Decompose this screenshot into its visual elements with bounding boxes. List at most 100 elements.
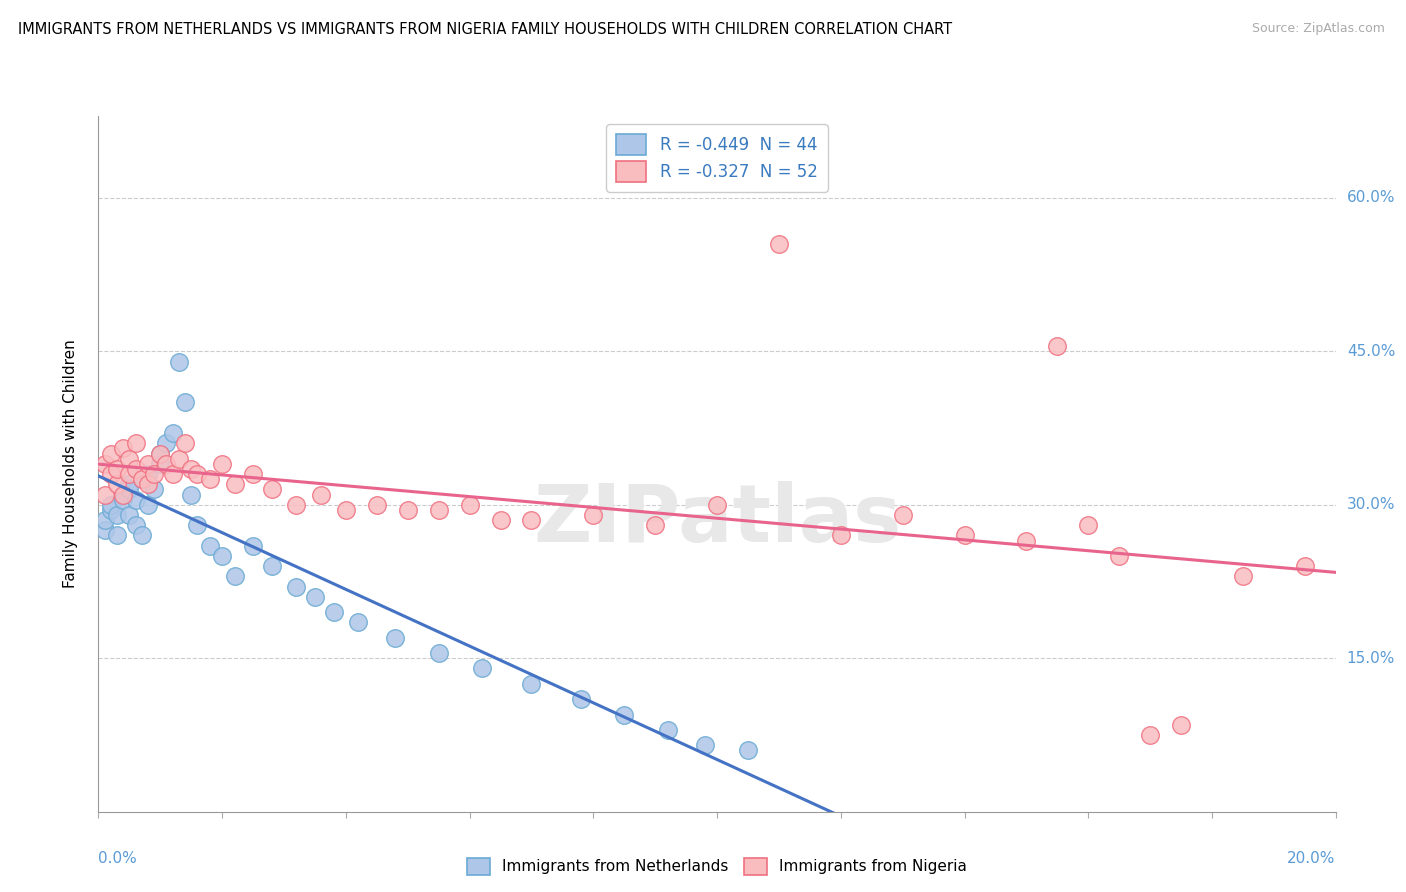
Point bbox=[136, 477, 159, 491]
Point bbox=[105, 462, 128, 476]
Point bbox=[174, 436, 197, 450]
Point bbox=[136, 498, 159, 512]
Point bbox=[155, 457, 177, 471]
Point bbox=[180, 462, 202, 476]
Point bbox=[427, 646, 450, 660]
Point bbox=[211, 457, 233, 471]
Point bbox=[1108, 549, 1130, 563]
Point bbox=[768, 236, 790, 251]
Point bbox=[118, 451, 141, 466]
Point bbox=[105, 508, 128, 522]
Point bbox=[366, 498, 388, 512]
Point bbox=[657, 723, 679, 737]
Point bbox=[100, 498, 122, 512]
Point bbox=[285, 580, 308, 594]
Point bbox=[347, 615, 370, 630]
Point bbox=[891, 508, 914, 522]
Point bbox=[224, 569, 246, 583]
Point bbox=[162, 426, 184, 441]
Point bbox=[582, 508, 605, 522]
Text: 0.0%: 0.0% bbox=[98, 851, 138, 865]
Text: Source: ZipAtlas.com: Source: ZipAtlas.com bbox=[1251, 22, 1385, 36]
Point bbox=[167, 451, 190, 466]
Point bbox=[242, 467, 264, 481]
Point bbox=[149, 447, 172, 461]
Y-axis label: Family Households with Children: Family Households with Children bbox=[63, 340, 77, 588]
Point bbox=[112, 487, 135, 501]
Text: 30.0%: 30.0% bbox=[1347, 497, 1395, 512]
Point bbox=[93, 487, 115, 501]
Point bbox=[335, 503, 357, 517]
Point bbox=[136, 467, 159, 481]
Point bbox=[706, 498, 728, 512]
Legend: R = -0.449  N = 44, R = -0.327  N = 52: R = -0.449 N = 44, R = -0.327 N = 52 bbox=[606, 124, 828, 192]
Point bbox=[131, 472, 153, 486]
Point bbox=[309, 487, 332, 501]
Point bbox=[1046, 339, 1069, 353]
Point bbox=[569, 692, 592, 706]
Point bbox=[100, 503, 122, 517]
Point bbox=[174, 395, 197, 409]
Point bbox=[124, 462, 146, 476]
Point bbox=[198, 472, 221, 486]
Point bbox=[131, 528, 153, 542]
Text: 20.0%: 20.0% bbox=[1288, 851, 1336, 865]
Point bbox=[471, 661, 494, 675]
Point bbox=[180, 487, 202, 501]
Point bbox=[167, 354, 190, 368]
Point bbox=[260, 559, 283, 574]
Point bbox=[93, 457, 115, 471]
Point bbox=[304, 590, 326, 604]
Point bbox=[693, 738, 716, 752]
Point bbox=[737, 743, 759, 757]
Point bbox=[124, 492, 146, 507]
Point bbox=[1170, 717, 1192, 731]
Point bbox=[105, 528, 128, 542]
Point bbox=[112, 442, 135, 456]
Point bbox=[242, 539, 264, 553]
Point bbox=[118, 477, 141, 491]
Point bbox=[953, 528, 976, 542]
Point bbox=[427, 503, 450, 517]
Point bbox=[124, 518, 146, 533]
Point bbox=[260, 483, 283, 497]
Point bbox=[520, 677, 543, 691]
Point bbox=[520, 513, 543, 527]
Point bbox=[149, 447, 172, 461]
Point bbox=[186, 467, 208, 481]
Point bbox=[224, 477, 246, 491]
Point bbox=[644, 518, 666, 533]
Point bbox=[112, 492, 135, 507]
Point bbox=[458, 498, 481, 512]
Text: 45.0%: 45.0% bbox=[1347, 343, 1395, 359]
Point bbox=[489, 513, 512, 527]
Point bbox=[1139, 728, 1161, 742]
Point bbox=[118, 483, 141, 497]
Point bbox=[162, 467, 184, 481]
Point bbox=[143, 483, 166, 497]
Point bbox=[93, 524, 115, 538]
Point bbox=[211, 549, 233, 563]
Point bbox=[131, 472, 153, 486]
Point bbox=[93, 513, 115, 527]
Text: ZIPatlas: ZIPatlas bbox=[533, 481, 901, 558]
Point bbox=[285, 498, 308, 512]
Point bbox=[105, 477, 128, 491]
Point bbox=[136, 457, 159, 471]
Point bbox=[1232, 569, 1254, 583]
Point bbox=[198, 539, 221, 553]
Point bbox=[118, 467, 141, 481]
Text: 15.0%: 15.0% bbox=[1347, 651, 1395, 665]
Point bbox=[322, 605, 344, 619]
Point bbox=[149, 457, 172, 471]
Point bbox=[830, 528, 852, 542]
Point bbox=[118, 508, 141, 522]
Point bbox=[124, 436, 146, 450]
Point bbox=[186, 518, 208, 533]
Point bbox=[1015, 533, 1038, 548]
Point bbox=[143, 467, 166, 481]
Point bbox=[613, 707, 636, 722]
Text: IMMIGRANTS FROM NETHERLANDS VS IMMIGRANTS FROM NIGERIA FAMILY HOUSEHOLDS WITH CH: IMMIGRANTS FROM NETHERLANDS VS IMMIGRANT… bbox=[18, 22, 952, 37]
Point bbox=[396, 503, 419, 517]
Point bbox=[100, 447, 122, 461]
